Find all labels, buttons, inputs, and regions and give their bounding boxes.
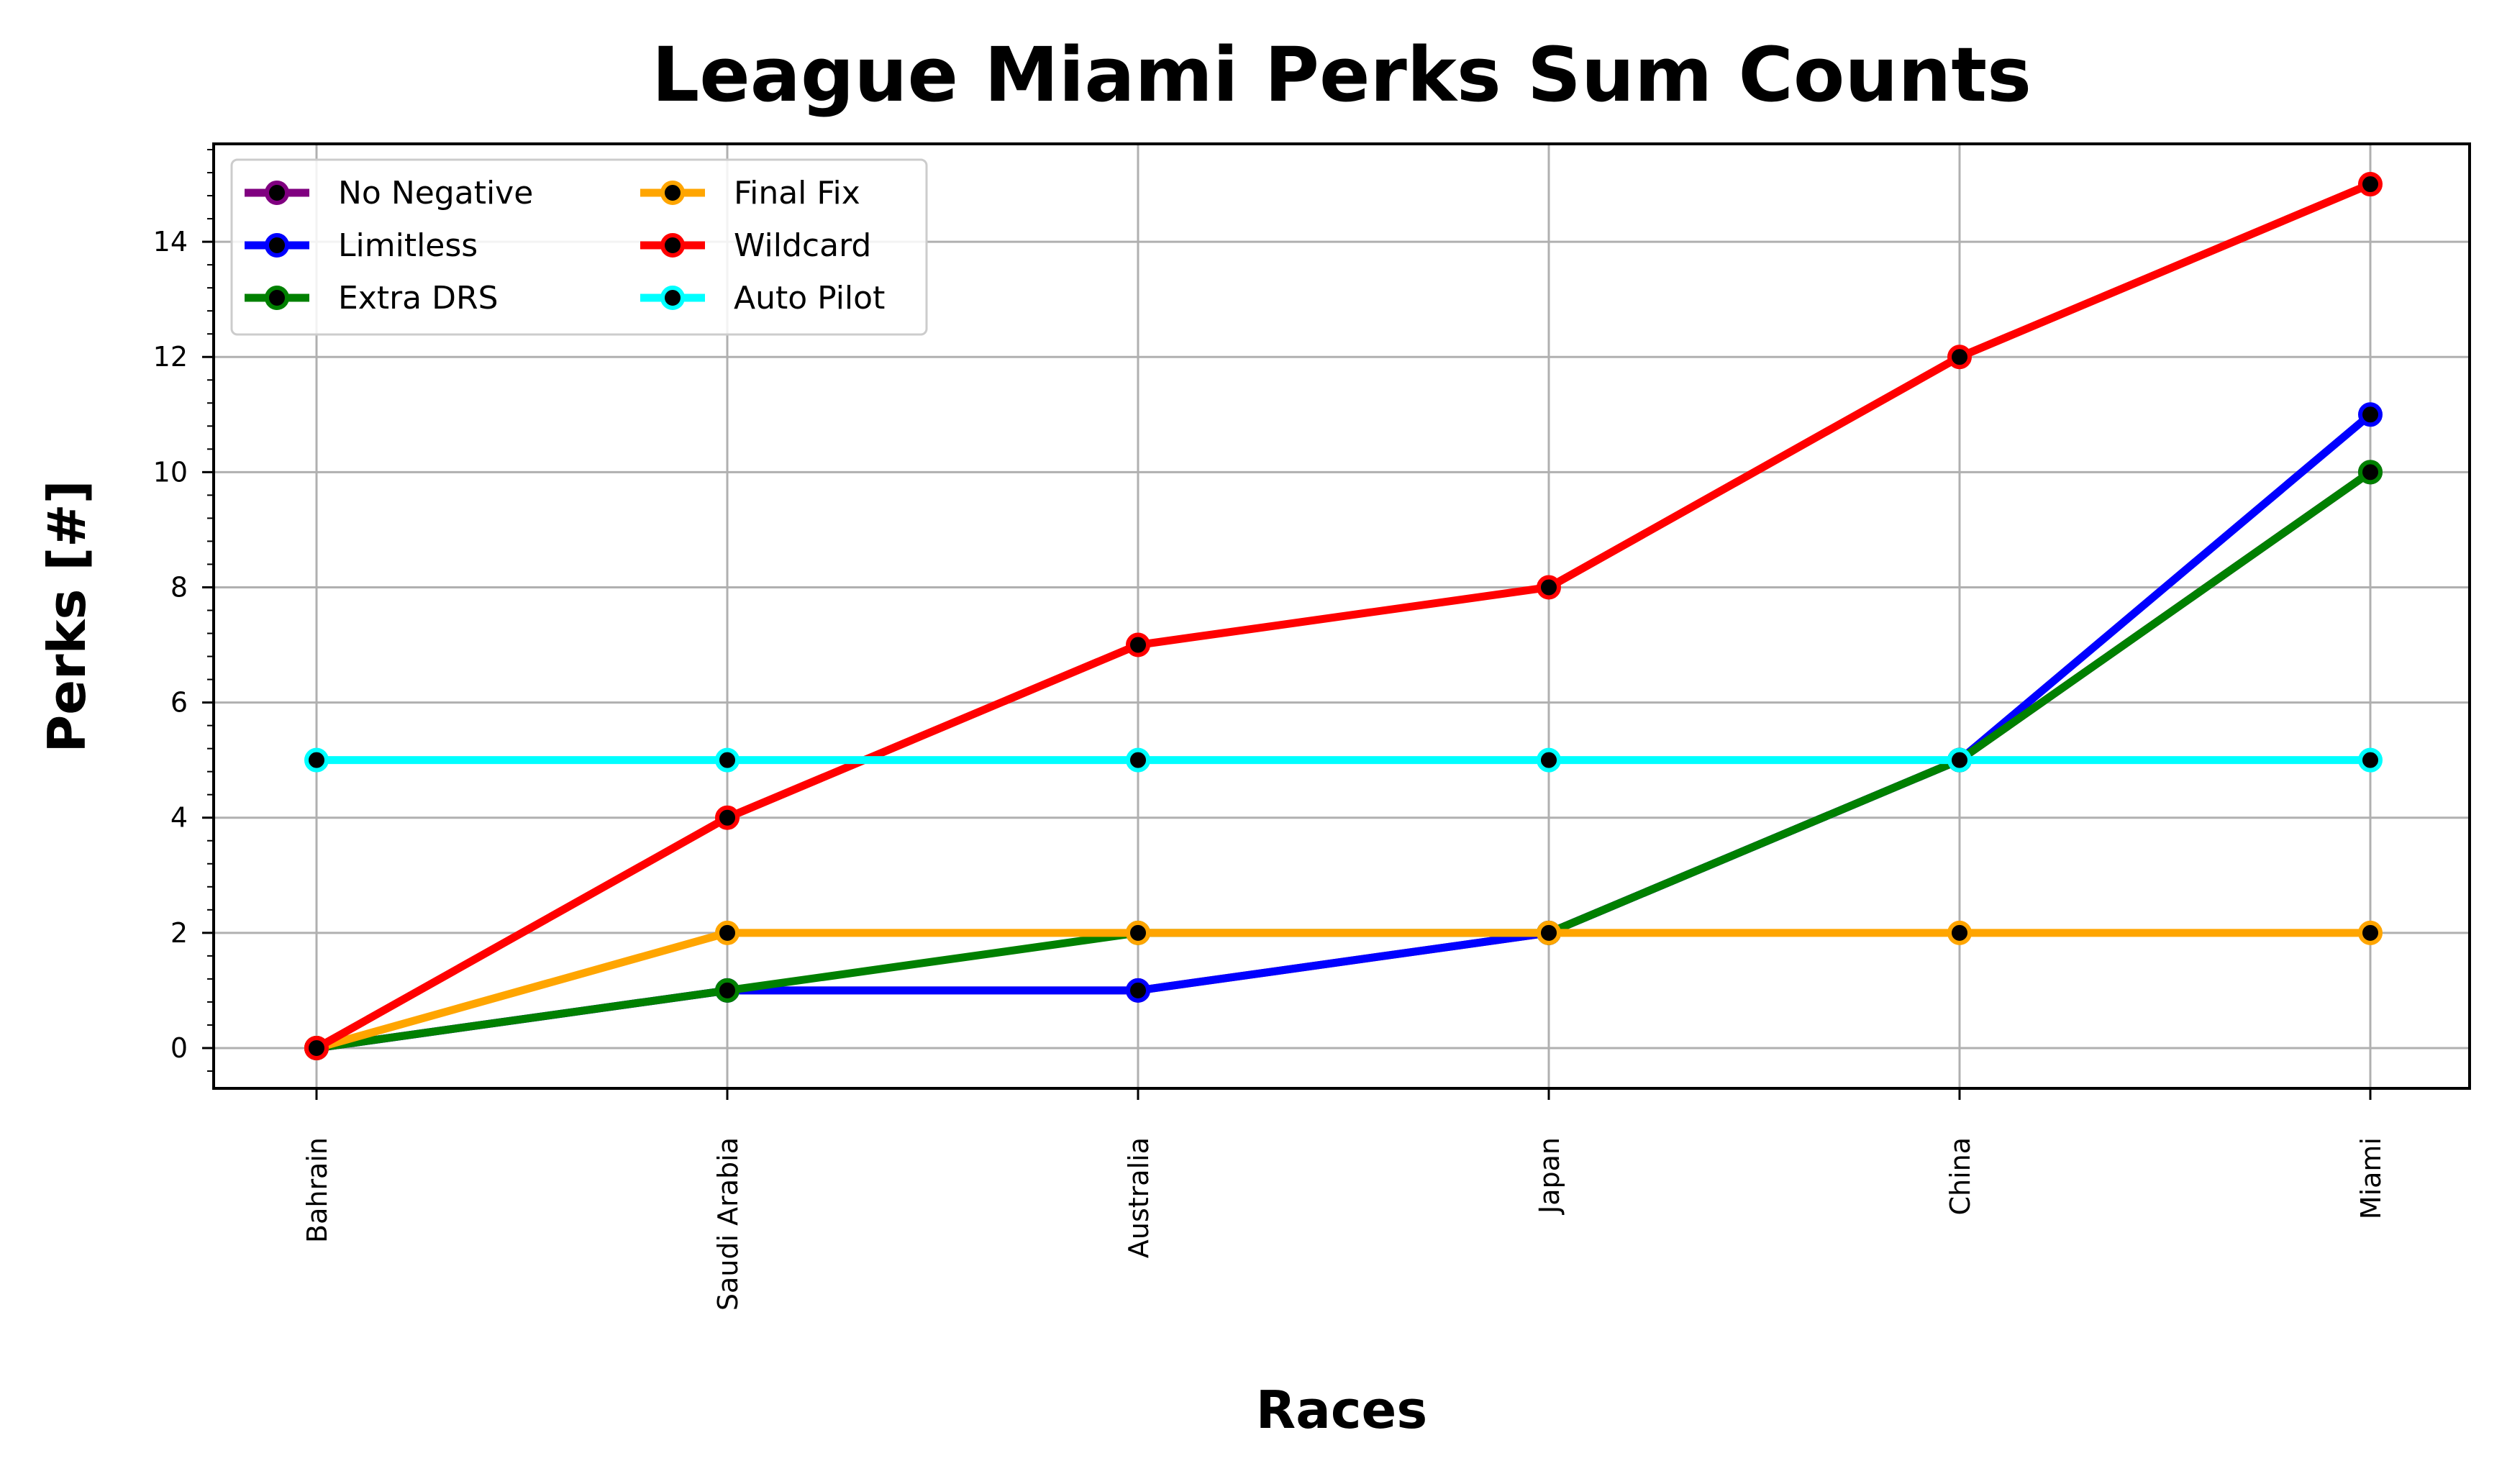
y-tick-label: 2 bbox=[170, 917, 188, 949]
x-tick-label: China bbox=[1944, 1137, 1976, 1216]
data-point bbox=[304, 1035, 329, 1060]
y-tick-label: 12 bbox=[153, 341, 188, 373]
axes: Bahrain Saudi Arabia Australia Japan China Mi… bbox=[153, 149, 2387, 1311]
legend-label: Limitless bbox=[338, 227, 478, 264]
y-axis-label: Perks [#] bbox=[37, 480, 97, 752]
series-lines bbox=[304, 172, 2383, 1060]
y-tick-label: 14 bbox=[153, 226, 188, 258]
data-point bbox=[715, 747, 740, 773]
y-tick-label: 8 bbox=[170, 571, 188, 603]
legend-label: No Negative bbox=[338, 175, 533, 211]
legend-swatch-marker bbox=[265, 286, 289, 310]
data-point bbox=[2358, 172, 2383, 197]
legend-box bbox=[230, 158, 928, 336]
data-point bbox=[1947, 345, 1972, 370]
legend-swatch-marker bbox=[660, 181, 685, 205]
legend-swatch-marker bbox=[265, 181, 289, 205]
data-point bbox=[2358, 402, 2383, 427]
series-line bbox=[312, 180, 2375, 1052]
legend-swatch-marker bbox=[265, 233, 289, 258]
x-tick-label: Australia bbox=[1123, 1137, 1155, 1258]
y-tick-label: 0 bbox=[170, 1032, 188, 1064]
data-point bbox=[1126, 978, 1150, 1003]
y-tick-label: 10 bbox=[153, 456, 188, 488]
data-point bbox=[1126, 747, 1150, 773]
legend-swatch-marker bbox=[660, 286, 685, 310]
legend-label: Extra DRS bbox=[338, 280, 499, 317]
x-tick-label: Bahrain bbox=[301, 1137, 333, 1243]
x-axis-label: Races bbox=[1256, 1380, 1427, 1440]
data-point bbox=[1537, 575, 1561, 600]
plot-frame bbox=[212, 142, 2471, 1090]
data-point bbox=[1947, 747, 1972, 773]
series-line bbox=[312, 929, 2375, 1052]
x-tick-label: Saudi Arabia bbox=[712, 1137, 744, 1311]
legend-swatch-marker bbox=[660, 233, 685, 258]
data-point bbox=[304, 747, 329, 773]
data-point bbox=[1537, 747, 1561, 773]
y-tick-label: 6 bbox=[170, 687, 188, 719]
chart-title: League Miami Perks Sum Counts bbox=[652, 31, 2031, 119]
x-tick-label: Japan bbox=[1534, 1137, 1565, 1215]
data-point bbox=[2358, 920, 2383, 945]
legend-label: Wildcard bbox=[734, 227, 871, 264]
data-point bbox=[2358, 460, 2383, 485]
data-point bbox=[2358, 747, 2383, 773]
data-point bbox=[1126, 632, 1150, 657]
x-tick-label: Miami bbox=[2355, 1137, 2387, 1219]
legend-label: Final Fix bbox=[734, 175, 860, 211]
data-point bbox=[1947, 920, 1972, 945]
y-tick-label: 4 bbox=[170, 802, 188, 834]
data-point bbox=[1126, 920, 1150, 945]
data-point bbox=[715, 978, 740, 1003]
legend-label: Auto Pilot bbox=[734, 280, 885, 317]
grid-lines bbox=[214, 144, 2470, 1088]
legend: No Negative Limitless Extra DRS Final Fix Wi… bbox=[230, 158, 928, 336]
data-point bbox=[1537, 920, 1561, 945]
data-point bbox=[715, 920, 740, 945]
data-point bbox=[715, 805, 740, 830]
